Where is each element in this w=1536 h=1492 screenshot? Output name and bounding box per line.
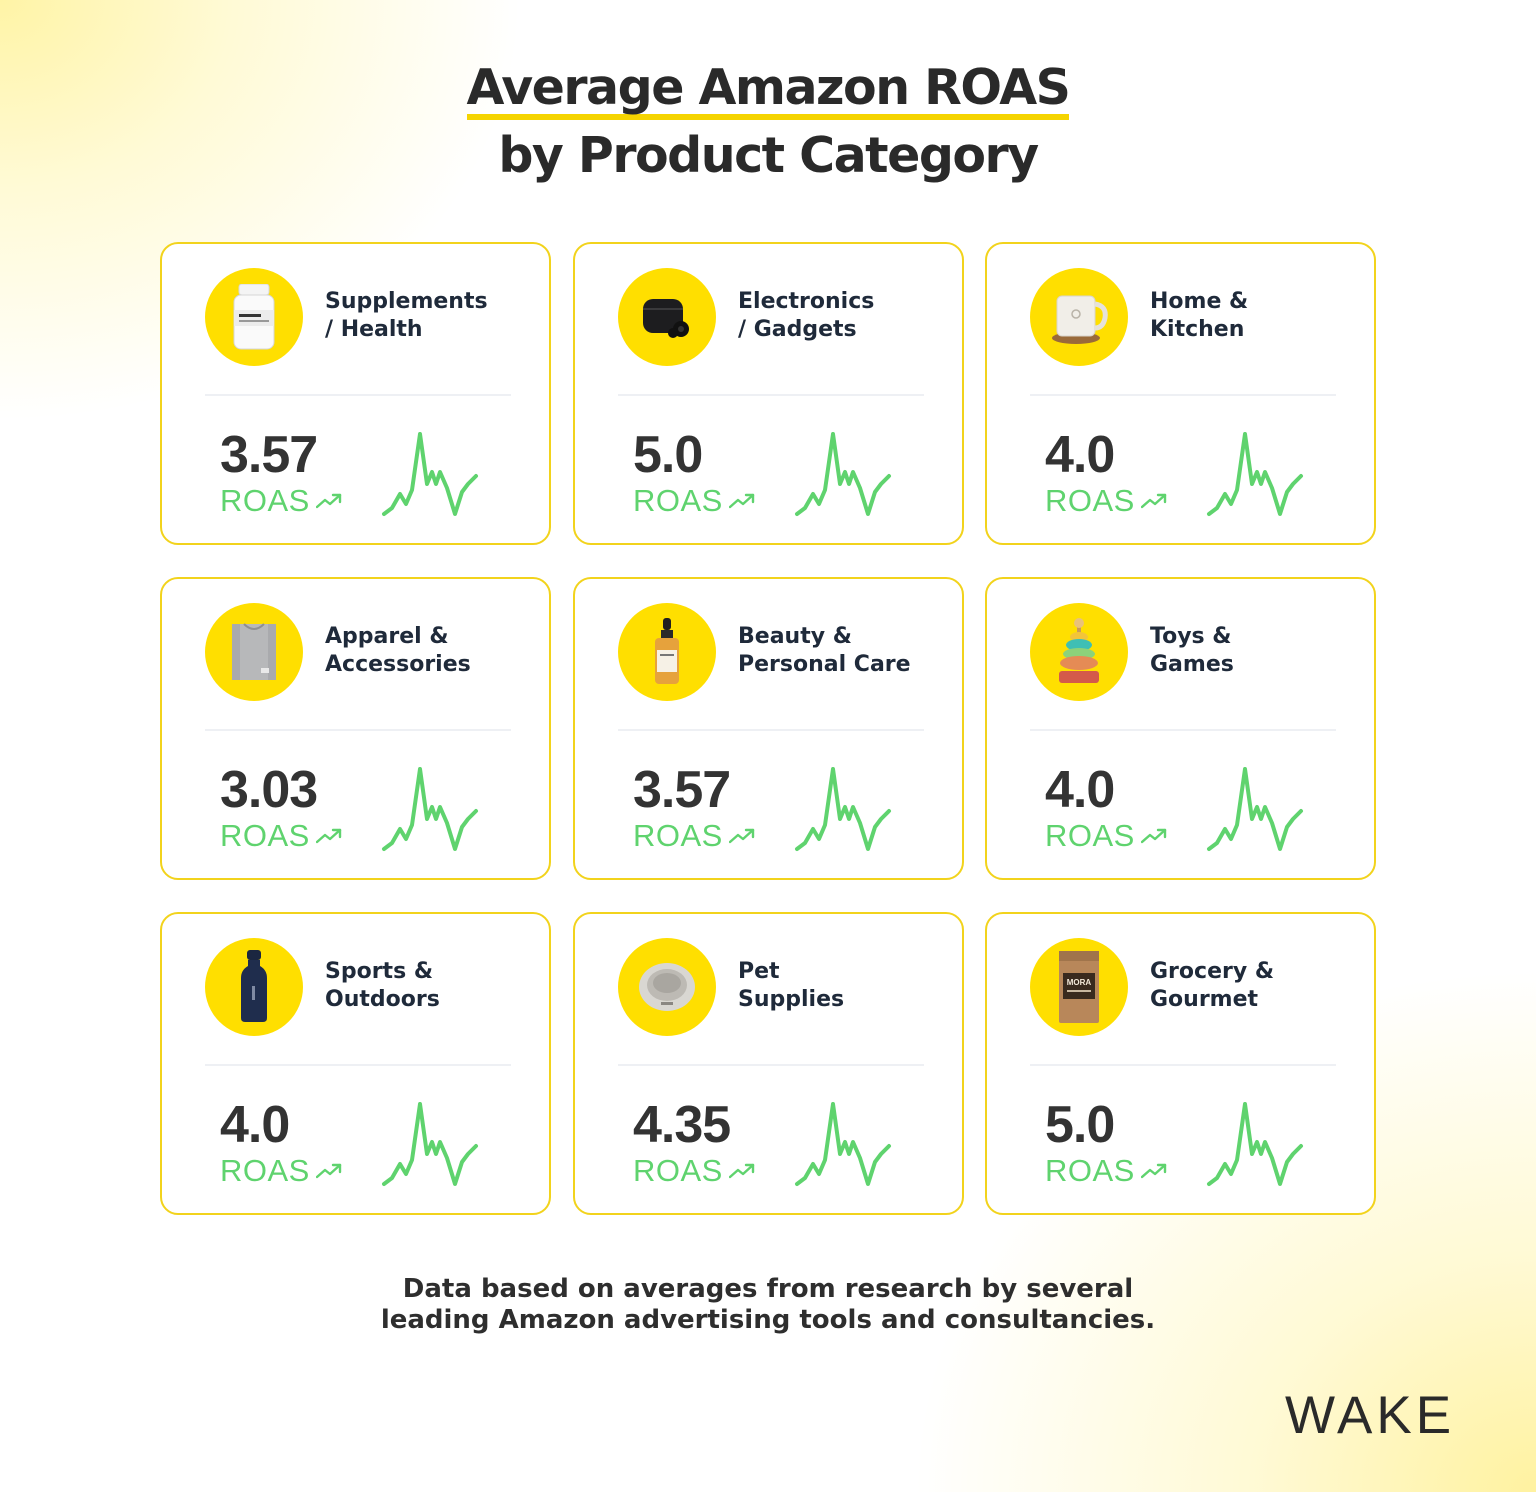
divider	[205, 729, 511, 731]
sparkline-icon	[382, 767, 478, 851]
category-label: Pet Supplies	[738, 959, 845, 1012]
earbuds-case-icon	[643, 299, 689, 338]
divider	[1030, 1064, 1336, 1066]
trend-up-icon	[728, 493, 755, 509]
sparkline-icon	[1207, 432, 1303, 516]
category-card: Supplements / Health 3.57 ROAS	[160, 242, 551, 545]
trend-up-icon	[315, 493, 342, 509]
category-label: Apparel & Accessories	[325, 624, 471, 677]
sparkline-icon	[1207, 1102, 1303, 1186]
divider	[618, 729, 924, 731]
roas-unit: ROAS	[1045, 484, 1167, 518]
roas-value: 5.0	[633, 426, 703, 484]
roas-value: 3.03	[220, 761, 318, 819]
sparkline-icon	[795, 767, 891, 851]
supplement-bottle-icon	[233, 284, 275, 350]
category-label: Grocery & Gourmet	[1150, 959, 1275, 1012]
roas-value: 4.35	[633, 1096, 731, 1154]
trend-up-icon	[315, 828, 342, 844]
water-bottle-icon	[241, 950, 267, 1022]
category-icon-circle	[1030, 603, 1128, 701]
category-grid: Supplements / Health 3.57 ROAS Electroni…	[160, 242, 1376, 1216]
roas-unit: ROAS	[1045, 819, 1167, 853]
category-icon-circle	[205, 603, 303, 701]
page-title: Average Amazon ROAS by Product Category	[0, 58, 1536, 186]
roas-value: 3.57	[633, 761, 731, 819]
category-card: Sports & Outdoors 4.0 ROAS	[160, 912, 551, 1215]
sparkline-icon	[382, 432, 478, 516]
divider	[1030, 729, 1336, 731]
category-icon-circle	[205, 268, 303, 366]
roas-label: ROAS	[220, 818, 310, 853]
sparkline-icon	[795, 432, 891, 516]
category-card: Beauty & Personal Care 3.57 ROAS	[573, 577, 964, 880]
serum-bottle-icon	[655, 618, 679, 684]
trend-up-icon	[728, 828, 755, 844]
mug-icon	[1052, 295, 1108, 344]
roas-unit: ROAS	[633, 1154, 755, 1188]
roas-value: 3.57	[220, 426, 318, 484]
roas-label: ROAS	[633, 1153, 723, 1188]
trend-up-icon	[1140, 828, 1167, 844]
roas-label: ROAS	[220, 483, 310, 518]
category-card: Apparel & Accessories 3.03 ROAS	[160, 577, 551, 880]
roas-unit: ROAS	[220, 1154, 342, 1188]
roas-value: 5.0	[1045, 1096, 1115, 1154]
sparkline-icon	[1207, 767, 1303, 851]
trend-up-icon	[315, 1163, 342, 1179]
category-label: Toys & Games	[1150, 624, 1234, 677]
category-label: Home & Kitchen	[1150, 289, 1249, 342]
roas-value: 4.0	[1045, 426, 1115, 484]
category-card: Home & Kitchen 4.0 ROAS	[985, 242, 1376, 545]
title-line-2: by Product Category	[498, 127, 1039, 184]
title-line-1: Average Amazon ROAS	[466, 62, 1071, 120]
category-icon-circle	[618, 938, 716, 1036]
coffee-bag-icon: MORA	[1059, 951, 1099, 1023]
category-icon-circle	[205, 938, 303, 1036]
category-card: Electronics / Gadgets 5.0 ROAS	[573, 242, 964, 545]
trend-up-icon	[1140, 1163, 1167, 1179]
trend-up-icon	[1140, 493, 1167, 509]
pet-bowl-icon	[639, 963, 695, 1011]
roas-label: ROAS	[633, 483, 723, 518]
category-label: Sports & Outdoors	[325, 959, 440, 1012]
roas-value: 4.0	[1045, 761, 1115, 819]
roas-unit: ROAS	[220, 484, 342, 518]
roas-label: ROAS	[1045, 483, 1135, 518]
divider	[205, 1064, 511, 1066]
roas-label: ROAS	[220, 1153, 310, 1188]
category-icon-circle: MORA	[1030, 938, 1128, 1036]
roas-label: ROAS	[633, 818, 723, 853]
roas-label: ROAS	[1045, 1153, 1135, 1188]
sparkline-icon	[795, 1102, 891, 1186]
category-card: MORA Grocery & Gourmet 5.0 ROAS	[985, 912, 1376, 1215]
divider	[205, 394, 511, 396]
roas-unit: ROAS	[633, 819, 755, 853]
category-label: Electronics / Gadgets	[738, 289, 875, 342]
footnote: Data based on averages from research by …	[380, 1274, 1156, 1335]
category-icon-circle	[618, 603, 716, 701]
ring-stacker-toy-icon	[1059, 618, 1099, 683]
roas-unit: ROAS	[1045, 1154, 1167, 1188]
category-label: Beauty & Personal Care	[738, 624, 911, 677]
roas-unit: ROAS	[633, 484, 755, 518]
category-card: Toys & Games 4.0 ROAS	[985, 577, 1376, 880]
wake-logo: WAKE	[1285, 1386, 1456, 1445]
divider	[618, 1064, 924, 1066]
sparkline-icon	[382, 1102, 478, 1186]
category-label: Supplements / Health	[325, 289, 488, 342]
category-icon-circle	[1030, 268, 1128, 366]
divider	[618, 394, 924, 396]
coffee-bag-label: MORA	[1067, 978, 1092, 987]
roas-value: 4.0	[220, 1096, 290, 1154]
trend-up-icon	[728, 1163, 755, 1179]
roas-unit: ROAS	[220, 819, 342, 853]
roas-label: ROAS	[1045, 818, 1135, 853]
category-icon-circle	[618, 268, 716, 366]
divider	[1030, 394, 1336, 396]
tshirt-icon	[232, 623, 276, 680]
category-card: Pet Supplies 4.35 ROAS	[573, 912, 964, 1215]
